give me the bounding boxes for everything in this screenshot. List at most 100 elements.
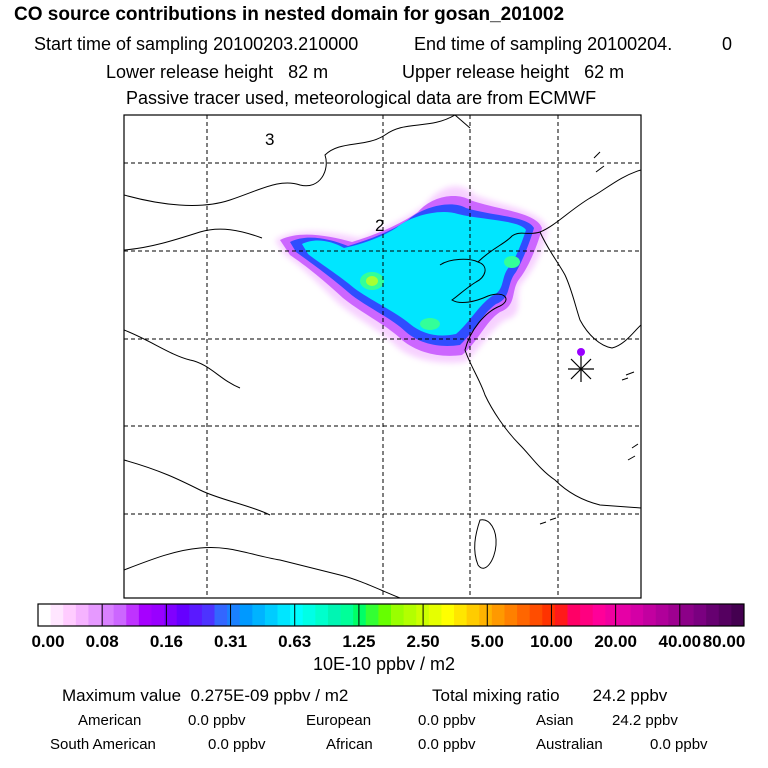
region-value: 0.0 ppbv (418, 736, 476, 753)
lower-release-height: Lower release height 82 m (106, 62, 328, 83)
region-label-2: 2 (375, 216, 384, 235)
colorbar-swatch (214, 604, 228, 626)
colorbar-swatch (693, 604, 707, 626)
colorbar-swatch (353, 604, 367, 626)
colorbar-swatch (138, 604, 152, 626)
colorbar-swatch (580, 604, 594, 626)
colorbar-swatch (277, 604, 291, 626)
end-time: End time of sampling 20100204. (414, 34, 672, 55)
colorbar-swatch (479, 604, 493, 626)
colorbar-swatch (668, 604, 682, 626)
end-time-suffix: 0 (722, 34, 733, 54)
colorbar-tick-label: 2.50 (406, 632, 440, 651)
region-value: 24.2 ppbv (612, 712, 678, 729)
upper-release-value: 62 m (584, 62, 625, 82)
colorbar-swatch (189, 604, 203, 626)
colorbar-tick-label: 80.00 (702, 632, 746, 651)
region-label-3: 3 (265, 130, 274, 149)
max-value: Maximum value 0.275E-09 ppbv / m2 (62, 686, 348, 706)
colorbar-swatch (88, 604, 102, 626)
colorbar-swatch (605, 604, 619, 626)
colorbar-swatch (164, 604, 178, 626)
colorbar-swatch (454, 604, 468, 626)
colorbar-tick-label: 5.00 (470, 632, 504, 651)
colorbar-swatch (567, 604, 581, 626)
colorbar-tick-label: 10.00 (530, 632, 573, 651)
colorbar-swatch (706, 604, 720, 626)
region-name: Australian (536, 736, 603, 753)
map-canvas: 3 2 (37, 114, 745, 627)
colorbar-tick-label: 0.08 (85, 632, 119, 651)
colorbar-units: 10E-10 ppbv / m2 (312, 654, 456, 674)
colorbar-tick-label: 40.00 (658, 632, 702, 651)
tracer-note: Passive tracer used, meteorological data… (126, 88, 597, 108)
colorbar-swatch (365, 604, 379, 626)
max-value-label: Maximum value (62, 686, 182, 705)
colorbar-swatch (731, 604, 745, 626)
colorbar-tick-label: 0.31 (213, 632, 248, 651)
start-time-label: Start time of sampling (34, 34, 209, 54)
colorbar-tick-label: 1.25 (342, 632, 376, 651)
colorbar-swatch (75, 604, 89, 626)
region-value: 0.0 ppbv (650, 736, 708, 753)
colorbar-tick-label: 20.00 (594, 632, 637, 651)
colorbar-swatch (391, 604, 405, 626)
colorbar-tick-label: 0.00 (31, 632, 65, 651)
plume-layer (275, 186, 585, 363)
colorbar (37, 603, 745, 627)
colorbar-swatch (201, 604, 215, 626)
colorbar-swatch (630, 604, 644, 626)
colorbar-swatch (302, 604, 316, 626)
colorbar-swatch (151, 604, 165, 626)
colorbar-swatch (101, 604, 115, 626)
star-icon (568, 356, 594, 382)
colorbar-swatch (327, 604, 341, 626)
total-mixing-label: Total mixing ratio (432, 686, 560, 705)
colorbar-swatch (517, 604, 531, 626)
upper-release-label: Upper release height (402, 62, 570, 82)
total-mixing-ratio: Total mixing ratio 24.2 ppbv (432, 686, 667, 706)
colorbar-swatch (643, 604, 657, 626)
lower-release-label: Lower release height (106, 62, 274, 82)
lower-release-value: 82 m (288, 62, 329, 82)
start-time: Start time of sampling 20100203.210000 (34, 34, 358, 55)
region-name: European (306, 712, 372, 729)
graticule (124, 115, 641, 598)
end-time-value: 20100204. (587, 34, 673, 54)
colorbar-swatch (340, 604, 354, 626)
colorbar-swatch (290, 604, 304, 626)
colorbar-swatch (554, 604, 568, 626)
max-value-number: 0.275E-09 ppbv / m2 (190, 686, 349, 705)
region-value: 0.0 ppbv (208, 736, 266, 753)
colorbar-swatch (491, 604, 505, 626)
region-name: American (78, 712, 142, 729)
colorbar-tick-label: 0.63 (278, 632, 312, 651)
total-mixing-value: 24.2 ppbv (592, 686, 668, 705)
colorbar-swatch (252, 604, 266, 626)
start-time-value: 20100203.210000 (213, 34, 359, 54)
colorbar-swatch (315, 604, 329, 626)
colorbar-swatch (227, 604, 241, 626)
colorbar-swatch (441, 604, 455, 626)
colorbar-swatch (529, 604, 543, 626)
colorbar-swatch (504, 604, 518, 626)
region-name: Asian (536, 712, 574, 729)
map-title: CO source contributions in nested domain… (14, 4, 565, 25)
colorbar-swatch (113, 604, 127, 626)
colorbar-labels: 0.00 0.08 0.16 0.31 0.63 1.25 2.50 5.00 10.00 20.… (0, 632, 768, 654)
region-value: 0.0 ppbv (418, 712, 476, 729)
colorbar-swatch (718, 604, 732, 626)
colorbar-swatch (403, 604, 417, 626)
region-name: South American (50, 736, 156, 753)
colorbar-swatch (126, 604, 140, 626)
colorbar-swatch (378, 604, 392, 626)
colorbar-swatch (50, 604, 64, 626)
colorbar-swatch (428, 604, 442, 626)
end-time-label: End time of sampling (414, 34, 583, 54)
map-frame (123, 114, 642, 599)
colorbar-swatch (176, 604, 190, 626)
colorbar-swatch (542, 604, 556, 626)
colorbar-swatch (239, 604, 253, 626)
upper-release-height: Upper release height 62 m (402, 62, 624, 83)
colorbar-swatch (592, 604, 606, 626)
